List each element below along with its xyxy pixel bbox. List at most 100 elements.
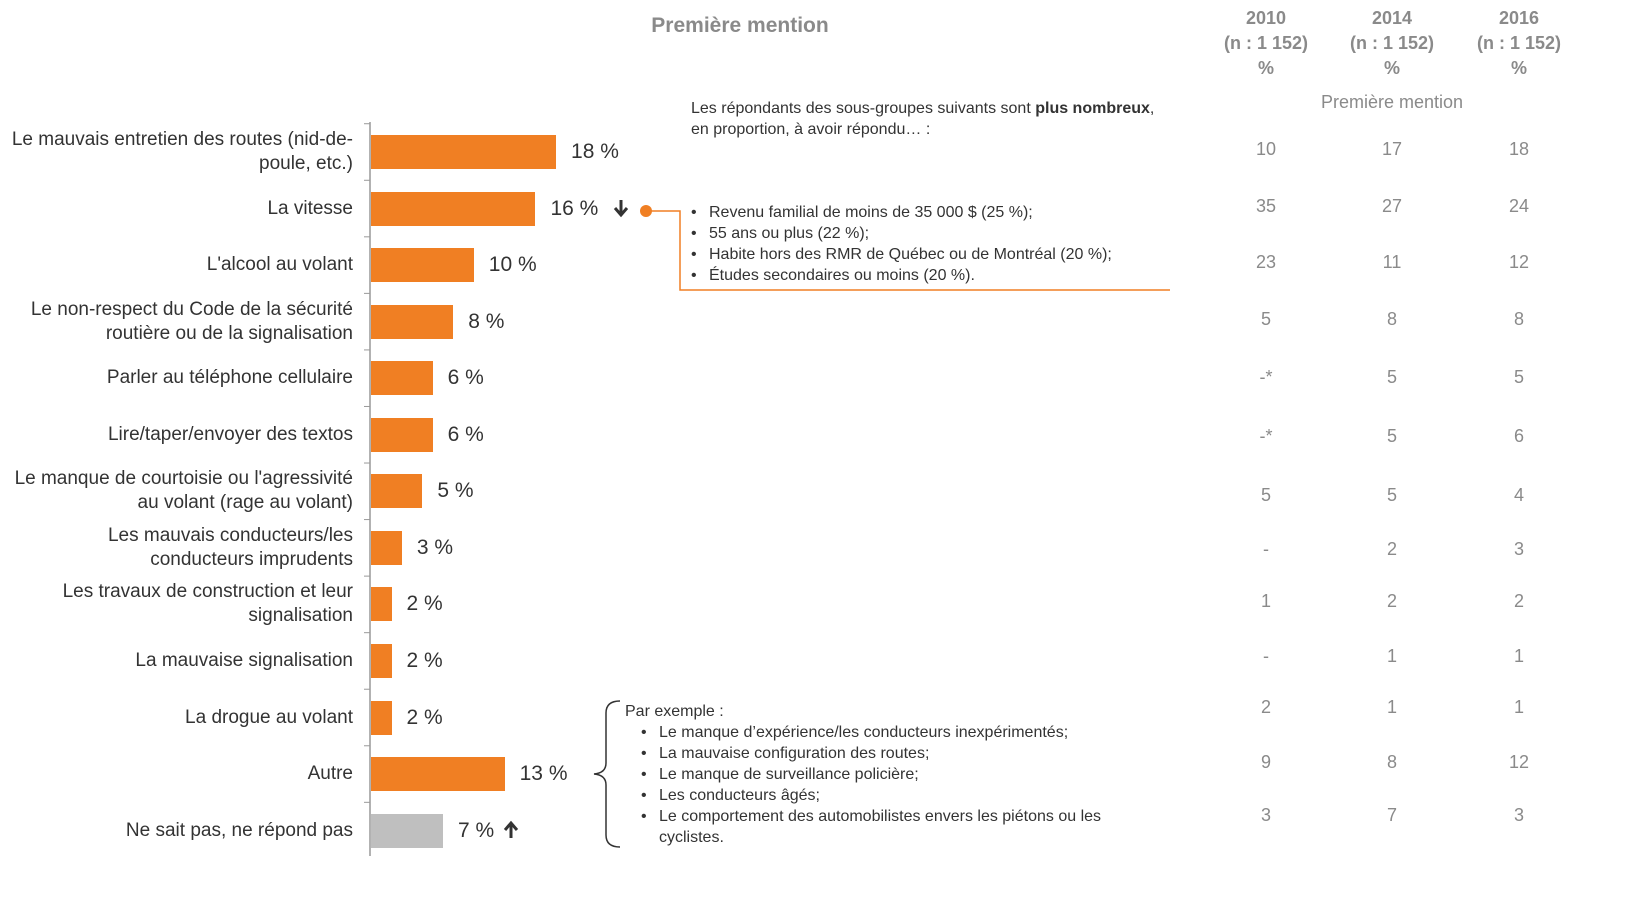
examples-intro: Par exemple : [625, 703, 724, 720]
bullet-item: Le manque d’expérience/les conducteurs i… [641, 722, 1145, 743]
bar [371, 417, 433, 452]
bullet-item: Revenu familial de moins de 35 000 $ (25… [691, 202, 1161, 223]
examples-list: Le manque d’expérience/les conducteurs i… [641, 722, 1145, 848]
table-cell: -* [1259, 367, 1273, 387]
column-header: (n : 1 152) [1223, 33, 1309, 53]
bullet-item: 55 ans ou plus (22 %); [691, 223, 1161, 244]
table-cell: 1 [1260, 591, 1271, 611]
brace [593, 700, 621, 848]
bar [371, 587, 392, 622]
column-header: 2014 [1371, 8, 1413, 28]
connector-line [646, 210, 1170, 291]
value-label: 2 % [406, 648, 443, 672]
table-cell: 35 [1255, 196, 1277, 216]
category-label: Autre [307, 763, 353, 785]
category-label: Les mauvais conducteurs/les conducteurs … [107, 524, 353, 570]
bullet-item: Habite hors des RMR de Québec ou de Mont… [691, 244, 1161, 265]
category-label: La mauvaise signalisation [135, 649, 353, 671]
intro-text: Les répondants des sous-groupes suivants… [691, 100, 1036, 117]
column-header: % [1510, 58, 1527, 78]
value-label: 18 % [571, 140, 619, 163]
category-label: Le non-respect du Code de la sécurité ro… [30, 298, 353, 344]
column-header: (n : 1 152) [1349, 33, 1435, 53]
bullet-item: Le comportement des automobilistes enver… [641, 806, 1145, 848]
bullet-item: Les conducteurs âgés; [641, 785, 1145, 806]
column-header: (n : 1 152) [1476, 33, 1562, 53]
table-cell: 1 [1386, 646, 1397, 666]
table-cell: - [1263, 646, 1269, 666]
subgroup-list: Revenu familial de moins de 35 000 $ (25… [691, 202, 1161, 286]
category-label: Parler au téléphone cellulaire [106, 367, 353, 389]
category-label: L'alcool au volant [206, 254, 353, 276]
table-cell: 8 [1386, 752, 1397, 772]
bar [371, 135, 557, 169]
table-subtitle: Première mention [1320, 92, 1464, 112]
value-label: 13 % [519, 762, 568, 786]
value-label: 5 % [437, 479, 474, 503]
table-cell: 8 [1513, 309, 1524, 329]
table-cell: 3 [1513, 539, 1524, 559]
category-label: Les travaux de construction et leur sign… [62, 581, 353, 627]
subgroup-intro: Les répondants des sous-groupes suivants… [691, 98, 1161, 140]
table-cell: 5 [1513, 367, 1524, 387]
bar [371, 700, 392, 735]
category-label: La vitesse [267, 197, 353, 219]
table-cell: 5 [1386, 367, 1397, 387]
table-cell: 2 [1513, 591, 1524, 611]
bar [371, 757, 505, 792]
bullet-item: Études secondaires ou moins (20 %). [691, 265, 1161, 286]
table-cell: 8 [1386, 309, 1397, 329]
value-label: 3 % [416, 535, 454, 559]
examples-note: Par exemple : Le manque d’expérience/les… [625, 701, 1145, 848]
table-cell: 3 [1260, 805, 1271, 825]
table-cell: 18 [1508, 139, 1530, 159]
value-label: 7 % [457, 818, 495, 842]
table-cell: 1 [1513, 646, 1524, 666]
value-label: 6 % [447, 366, 484, 390]
bar [371, 361, 433, 396]
table-cell: -* [1259, 426, 1273, 446]
down-arrow [613, 200, 629, 218]
column-header: 2016 [1498, 8, 1540, 28]
bar [371, 304, 454, 339]
table-cell: 17 [1381, 139, 1403, 159]
table-cell: 2 [1386, 539, 1397, 559]
table-cell: 6 [1513, 426, 1524, 446]
table-cell: 9 [1260, 752, 1271, 772]
table-cell: 4 [1513, 485, 1524, 505]
value-label: 2 % [406, 705, 443, 729]
category-label: Lire/taper/envoyer des textos [107, 423, 353, 445]
title: Première mention [651, 14, 829, 37]
table-cell: 2 [1260, 697, 1271, 717]
column-header: % [1257, 58, 1274, 78]
table-cell: 23 [1255, 252, 1277, 272]
table-cell: 5 [1386, 426, 1397, 446]
bar [371, 813, 443, 848]
value-label: 6 % [447, 422, 484, 446]
value-label: 16 % [550, 196, 599, 220]
table-cell: 12 [1508, 752, 1530, 772]
bar [371, 474, 423, 509]
table-cell: 5 [1260, 485, 1271, 505]
column-header: 2010 [1245, 8, 1287, 28]
subgroup-note: Les répondants des sous-groupes suivants… [691, 98, 1161, 286]
table-cell: 3 [1513, 805, 1524, 825]
bullet-item: La mauvaise configuration des routes; [641, 743, 1145, 764]
table-cell: 7 [1386, 805, 1397, 825]
bullet-item: Le manque de surveillance policière; [641, 764, 1145, 785]
table-cell: 11 [1382, 252, 1402, 272]
table-cell: 1 [1513, 697, 1524, 717]
table-cell: 5 [1386, 485, 1397, 505]
bar [371, 643, 392, 678]
value-label: 8 % [468, 309, 505, 333]
intro-bold: plus nombreux [1035, 100, 1150, 117]
bar [371, 248, 474, 283]
table-cell: - [1263, 539, 1269, 559]
column-header: % [1383, 58, 1400, 78]
category-label: Ne sait pas, ne répond pas [125, 819, 353, 841]
value-label: 2 % [406, 592, 443, 616]
table-cell: 5 [1260, 309, 1271, 329]
table-cell: 27 [1381, 196, 1403, 216]
